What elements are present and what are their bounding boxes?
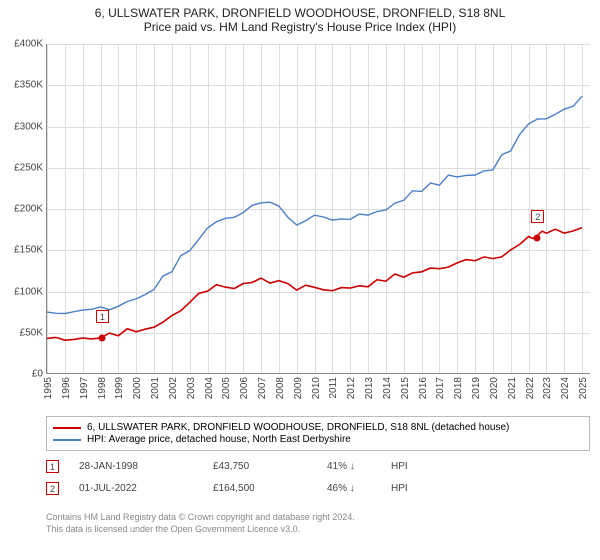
legend: 6, ULLSWATER PARK, DRONFIELD WOODHOUSE, … [46, 416, 590, 451]
y-tick-label: £350K [14, 80, 43, 91]
sale-price: £43,750 [213, 461, 323, 472]
x-tick-label: 1998 [97, 377, 108, 399]
footnote-line-2: This data is licensed under the Open Gov… [46, 524, 355, 536]
x-tick-label: 2006 [239, 377, 250, 399]
legend-label: HPI: Average price, detached house, Nort… [87, 434, 351, 445]
y-tick-label: £0 [32, 369, 43, 380]
y-tick-label: £150K [14, 245, 43, 256]
y-tick-label: £400K [14, 39, 43, 50]
x-tick-label: 2015 [400, 377, 411, 399]
sale-pct: 46% ↓ [327, 483, 387, 494]
x-tick-label: 1999 [114, 377, 125, 399]
x-tick-label: 1997 [79, 377, 90, 399]
sale-row-marker: 2 [46, 482, 59, 495]
x-tick-label: 2011 [328, 377, 339, 399]
x-tick-label: 2008 [275, 377, 286, 399]
x-tick-label: 2021 [507, 377, 518, 399]
down-arrow-icon: ↓ [350, 483, 355, 494]
sale-pct: 41% ↓ [327, 461, 387, 472]
x-tick-label: 2017 [435, 377, 446, 399]
series-property [47, 228, 582, 341]
y-tick-label: £250K [14, 162, 43, 173]
sale-suffix: HPI [391, 461, 431, 472]
plot-area: £0£50K£100K£150K£200K£250K£300K£350K£400… [46, 44, 590, 374]
sale-suffix: HPI [391, 483, 431, 494]
sale-date: 28-JAN-1998 [79, 461, 209, 472]
x-tick-label: 2002 [168, 377, 179, 399]
sale-marker-box: 2 [531, 210, 544, 223]
x-tick-label: 2001 [150, 377, 161, 399]
x-tick-label: 2012 [346, 377, 357, 399]
x-tick-label: 1996 [61, 377, 72, 399]
legend-row: 6, ULLSWATER PARK, DRONFIELD WOODHOUSE, … [53, 422, 583, 433]
x-tick-label: 2003 [186, 377, 197, 399]
x-tick-label: 2025 [578, 377, 589, 399]
sale-marker-box: 1 [96, 310, 109, 323]
sale-marker-dot [98, 334, 105, 341]
legend-row: HPI: Average price, detached house, Nort… [53, 434, 583, 445]
x-tick-label: 2010 [311, 377, 322, 399]
sale-date: 01-JUL-2022 [79, 483, 209, 494]
legend-swatch [53, 427, 81, 429]
y-tick-label: £50K [20, 327, 43, 338]
title-line-1: 6, ULLSWATER PARK, DRONFIELD WOODHOUSE, … [0, 6, 600, 20]
x-tick-label: 2004 [204, 377, 215, 399]
x-tick-label: 2009 [293, 377, 304, 399]
series-svg [47, 44, 591, 374]
x-tick-label: 2016 [418, 377, 429, 399]
x-tick-label: 2023 [542, 377, 553, 399]
x-tick-label: 2018 [453, 377, 464, 399]
sale-row: 1 28-JAN-1998 £43,750 41% ↓ HPI [46, 460, 431, 473]
x-tick-label: 2007 [257, 377, 268, 399]
series-hpi [47, 96, 582, 313]
y-tick-label: £100K [14, 286, 43, 297]
y-tick-label: £200K [14, 204, 43, 215]
legend-swatch [53, 439, 81, 441]
sale-price: £164,500 [213, 483, 323, 494]
footnote-line-1: Contains HM Land Registry data © Crown c… [46, 512, 355, 524]
down-arrow-icon: ↓ [350, 461, 355, 472]
chart-title: 6, ULLSWATER PARK, DRONFIELD WOODHOUSE, … [0, 0, 600, 34]
title-line-2: Price paid vs. HM Land Registry's House … [0, 20, 600, 34]
sale-marker-dot [534, 235, 541, 242]
sale-row: 2 01-JUL-2022 £164,500 46% ↓ HPI [46, 482, 431, 495]
x-tick-label: 2013 [364, 377, 375, 399]
y-tick-label: £300K [14, 121, 43, 132]
x-tick-label: 1995 [43, 377, 54, 399]
x-tick-label: 2022 [525, 377, 536, 399]
legend-label: 6, ULLSWATER PARK, DRONFIELD WOODHOUSE, … [87, 422, 509, 433]
x-tick-label: 2019 [471, 377, 482, 399]
sale-row-marker: 1 [46, 460, 59, 473]
x-tick-label: 2020 [489, 377, 500, 399]
x-tick-label: 2024 [560, 377, 571, 399]
x-tick-label: 2014 [382, 377, 393, 399]
x-tick-label: 2000 [132, 377, 143, 399]
x-tick-label: 2005 [221, 377, 232, 399]
footnote: Contains HM Land Registry data © Crown c… [46, 512, 355, 535]
